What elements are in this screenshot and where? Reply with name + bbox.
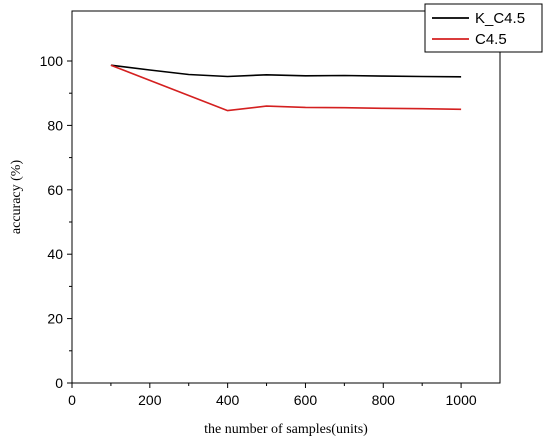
series-line-k-c45 bbox=[110, 64, 462, 78]
axes: 0 200 400 600 800 1000 0 20 40 60 80 100 bbox=[40, 53, 477, 408]
legend: K_C4.5 C4.5 bbox=[424, 3, 543, 53]
y-tick-label-60: 60 bbox=[47, 182, 63, 198]
legend-label-k-c45: K_C4.5 bbox=[475, 10, 525, 27]
y-tick-label-80: 80 bbox=[47, 117, 63, 133]
series-layer bbox=[110, 64, 462, 112]
y-tick-label-40: 40 bbox=[47, 246, 63, 262]
legend-label-c45: C4.5 bbox=[475, 31, 507, 48]
series-line-c45 bbox=[110, 64, 462, 112]
y-axis-label: accuracy (%) bbox=[9, 160, 24, 235]
y-tick-label-0: 0 bbox=[55, 375, 63, 391]
x-tick-label-600: 600 bbox=[294, 392, 318, 408]
y-tick-label-100: 100 bbox=[40, 53, 64, 69]
x-tick-label-800: 800 bbox=[372, 392, 396, 408]
x-tick-label-400: 400 bbox=[216, 392, 240, 408]
y-tick-label-20: 20 bbox=[47, 311, 63, 327]
x-tick-label-1000: 1000 bbox=[446, 392, 477, 408]
x-axis-label: the number of samples(units) bbox=[204, 422, 368, 437]
plot-frame bbox=[71, 10, 501, 384]
x-tick-label-200: 200 bbox=[138, 392, 162, 408]
x-tick-label-0: 0 bbox=[68, 392, 76, 408]
legend-box bbox=[424, 3, 543, 53]
